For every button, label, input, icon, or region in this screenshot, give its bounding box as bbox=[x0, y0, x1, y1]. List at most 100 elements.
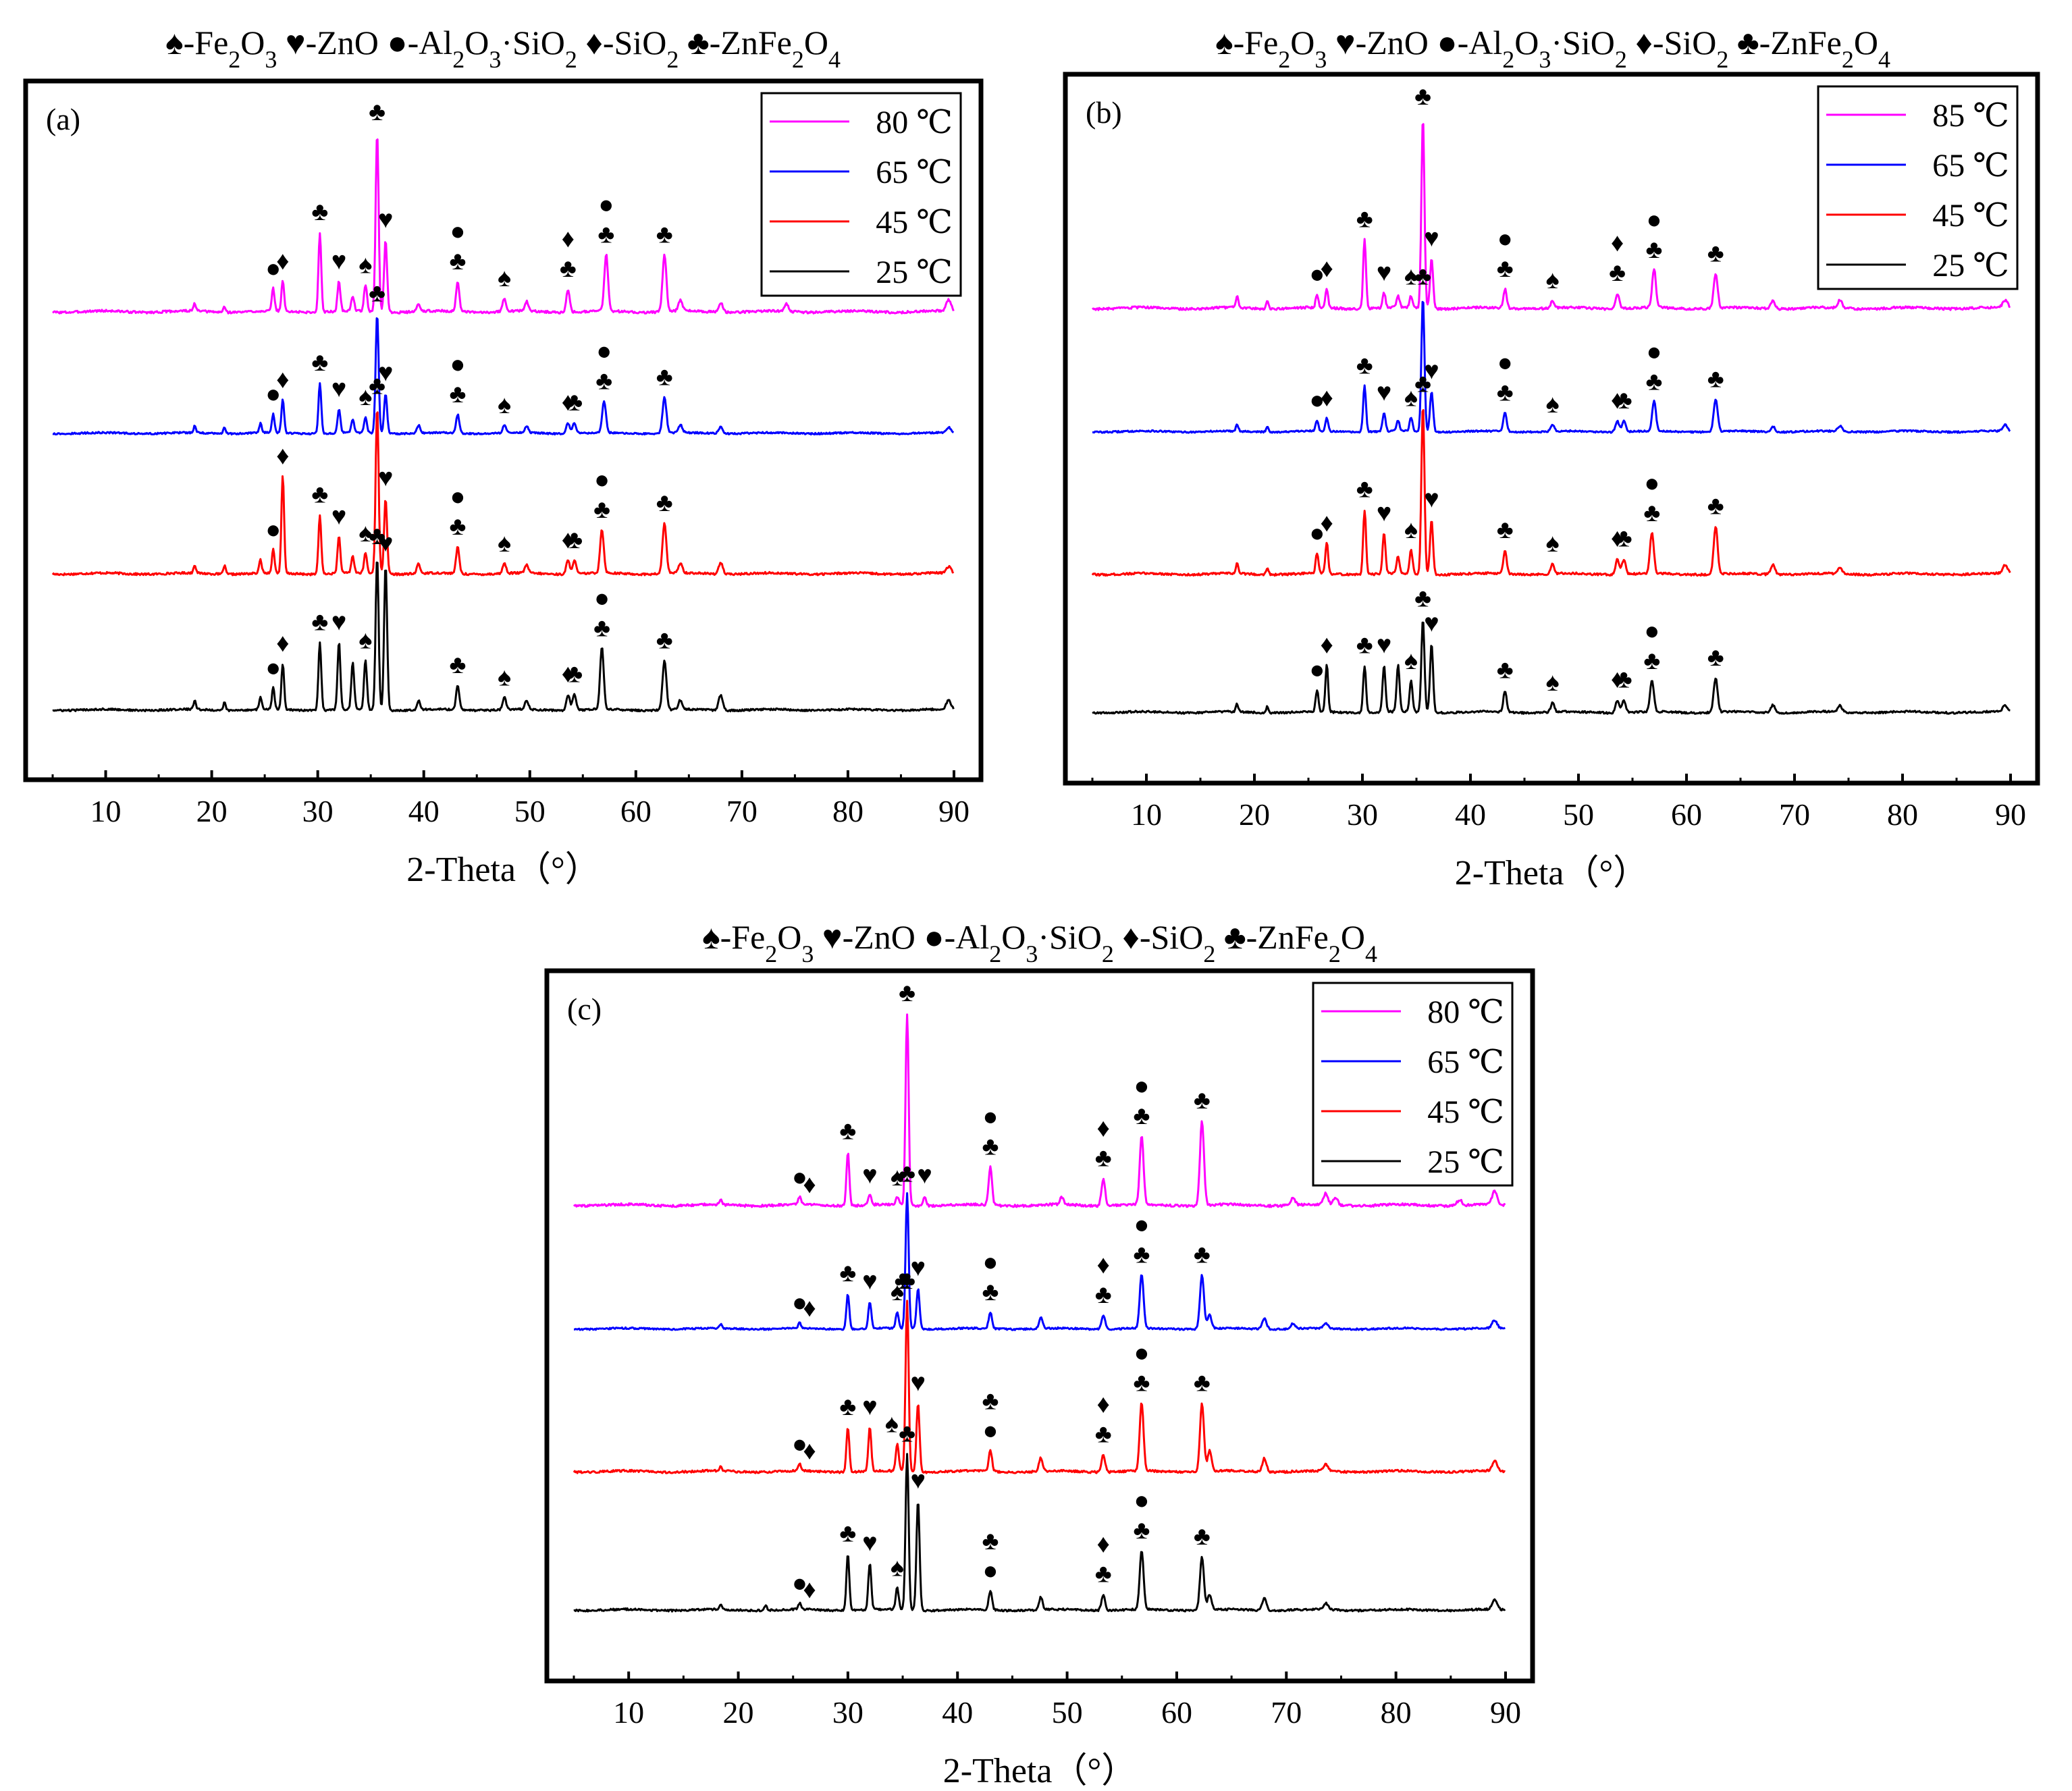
club-icon: ♣ bbox=[449, 380, 466, 408]
marker-legend-1: ♠-Fe2O3 ♥-ZnO ●-Al2O3·SiO2 ♦-SiO2 ♣-ZnFe… bbox=[1215, 24, 1890, 73]
spade-icon: ♠ bbox=[498, 391, 511, 419]
club-icon: ♣ bbox=[982, 1278, 999, 1306]
legend-formula-part: 2 bbox=[228, 46, 240, 73]
heart-icon: ♥ bbox=[862, 1161, 878, 1189]
club-icon: ♣ bbox=[1497, 516, 1514, 544]
x-axis-label: 2-Theta（°） bbox=[406, 851, 600, 889]
legend-formula-part: -ZnFe bbox=[1246, 918, 1329, 956]
diamond-icon: ♦ bbox=[1611, 386, 1624, 415]
legend-formula-part: O bbox=[777, 918, 801, 956]
circle-icon: ● bbox=[1134, 1487, 1150, 1515]
heart-icon: ♥ bbox=[911, 1254, 926, 1282]
club-icon: ♣ bbox=[839, 1393, 856, 1421]
series-line-25C bbox=[573, 1453, 1506, 1613]
circle-icon: ● bbox=[982, 1102, 998, 1131]
circle-icon: ● bbox=[265, 255, 281, 283]
diamond-icon: ♦ bbox=[562, 660, 575, 689]
club-icon: ♣ bbox=[560, 255, 577, 283]
club-icon: ♣ bbox=[1728, 24, 1759, 61]
circle-icon: ● bbox=[1309, 519, 1325, 547]
spade-icon: ♠ bbox=[1215, 24, 1233, 61]
club-icon: ♣ bbox=[1356, 631, 1373, 660]
heart-icon: ♥ bbox=[331, 608, 347, 636]
circle-icon: ● bbox=[1497, 225, 1513, 253]
x-tick-label: 60 bbox=[1161, 1695, 1192, 1730]
x-tick-label: 40 bbox=[1455, 797, 1486, 832]
series-legend-box bbox=[1817, 85, 2019, 290]
club-icon: ♣ bbox=[597, 221, 614, 249]
club-icon: ♣ bbox=[1134, 1369, 1150, 1397]
club-icon: ♣ bbox=[1497, 656, 1514, 685]
x-tick-label: 10 bbox=[90, 794, 122, 828]
series-line-25C bbox=[52, 561, 955, 713]
club-icon: ♣ bbox=[1095, 1560, 1112, 1588]
circle-icon: ● bbox=[1309, 656, 1325, 685]
club-icon: ♣ bbox=[895, 1266, 911, 1295]
legend-formula-part: -Al bbox=[945, 918, 990, 956]
club-icon: ♣ bbox=[1643, 647, 1660, 675]
legend-formula-part: 3 bbox=[489, 46, 501, 73]
series-line-85C bbox=[1092, 123, 2011, 311]
legend-formula-part: O bbox=[464, 24, 489, 61]
circle-icon: ● bbox=[598, 191, 614, 219]
diamond-icon: ♦ bbox=[1321, 631, 1333, 660]
legend-formula-part: -Fe bbox=[1233, 24, 1279, 61]
diamond-icon: ♦ bbox=[276, 629, 289, 658]
heart-icon: ♥ bbox=[1424, 356, 1439, 385]
legend-formula-part: -Al bbox=[1458, 24, 1503, 61]
legend-formula-part: 2 bbox=[1278, 46, 1290, 73]
club-icon: ♣ bbox=[1134, 1516, 1150, 1545]
series-legend-box bbox=[1312, 982, 1514, 1187]
legend-formula-part: -SiO bbox=[603, 24, 666, 61]
legend-formula-part: -Al bbox=[408, 24, 453, 61]
x-tick-label: 50 bbox=[1052, 1695, 1083, 1730]
x-tick-label: 30 bbox=[1347, 797, 1378, 832]
diamond-icon: ♦ bbox=[577, 24, 603, 61]
circle-icon: ● bbox=[1647, 206, 1662, 234]
x-tick-label: 40 bbox=[942, 1695, 973, 1730]
heart-icon: ♥ bbox=[378, 529, 394, 558]
diamond-icon: ♦ bbox=[1096, 1114, 1109, 1142]
legend-formula-part: 4 bbox=[1365, 940, 1377, 967]
diamond-icon: ♦ bbox=[803, 1171, 816, 1199]
series-line-65C bbox=[1092, 300, 2011, 434]
club-icon: ♣ bbox=[369, 522, 386, 550]
legend-formula-part: ·SiO bbox=[1551, 24, 1614, 61]
spade-icon: ♠ bbox=[1546, 668, 1560, 697]
club-icon: ♣ bbox=[311, 481, 328, 509]
heart-icon: ♥ bbox=[1327, 24, 1355, 61]
legend-label: 25 ℃ bbox=[1932, 248, 2009, 284]
x-tick-label: 60 bbox=[1671, 797, 1702, 832]
spade-icon: ♠ bbox=[498, 264, 511, 292]
circle-icon: ● bbox=[1134, 1072, 1150, 1100]
diamond-icon: ♦ bbox=[1611, 525, 1624, 553]
legend-label: 25 ℃ bbox=[1427, 1144, 1504, 1180]
club-icon: ♣ bbox=[1134, 1240, 1150, 1268]
diamond-icon: ♦ bbox=[1321, 509, 1333, 537]
series-legend: 80 ℃ 65 ℃ 45 ℃ 25 ℃ bbox=[1312, 982, 1514, 1187]
legend-formula-part: ·SiO bbox=[1038, 918, 1101, 956]
club-icon: ♣ bbox=[899, 1159, 915, 1187]
x-axis-label: 2-Theta（°） bbox=[943, 1752, 1136, 1790]
x-tick-label: 50 bbox=[1563, 797, 1594, 832]
circle-icon: ● bbox=[982, 1248, 998, 1277]
club-icon: ♣ bbox=[656, 489, 673, 517]
x-tick-label: 30 bbox=[832, 1695, 864, 1730]
marker-legend-2: ♠-Fe2O3 ♥-ZnO ●-Al2O3·SiO2 ♦-SiO2 ♣-ZnFe… bbox=[702, 918, 1377, 967]
club-icon: ♣ bbox=[656, 363, 673, 392]
heart-icon: ♥ bbox=[814, 918, 842, 956]
spade-icon: ♠ bbox=[358, 626, 372, 655]
club-icon: ♣ bbox=[449, 651, 466, 679]
heart-icon: ♥ bbox=[1424, 485, 1439, 514]
diamond-icon: ♦ bbox=[1096, 1390, 1109, 1418]
x-tick-label: 80 bbox=[832, 794, 864, 828]
heart-icon: ♥ bbox=[911, 1466, 926, 1495]
club-icon: ♣ bbox=[982, 1387, 999, 1415]
diamond-icon: ♦ bbox=[562, 225, 575, 253]
diamond-icon: ♦ bbox=[1114, 918, 1140, 956]
x-tick-label: 70 bbox=[1779, 797, 1810, 832]
heart-icon: ♥ bbox=[862, 1267, 878, 1295]
series-line-65C bbox=[52, 317, 955, 435]
spade-icon: ♠ bbox=[358, 250, 372, 279]
x-tick-label: 80 bbox=[1887, 797, 1918, 832]
